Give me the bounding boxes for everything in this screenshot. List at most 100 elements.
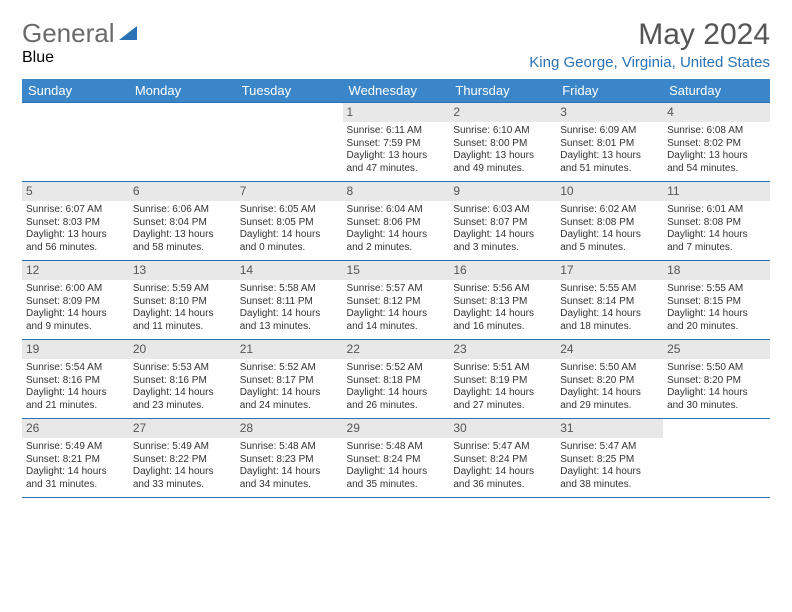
day-info-line: Sunset: 8:18 PM <box>347 375 446 388</box>
calendar-day-cell: 22Sunrise: 5:52 AMSunset: 8:18 PMDayligh… <box>343 340 450 419</box>
day-number: 6 <box>129 182 236 201</box>
day-info-line: Sunset: 8:23 PM <box>240 454 339 467</box>
day-info-line: and 14 minutes. <box>347 321 446 334</box>
day-info-line: and 31 minutes. <box>26 479 125 492</box>
day-info-line: Daylight: 14 hours <box>453 387 552 400</box>
calendar-week-row: 12Sunrise: 6:00 AMSunset: 8:09 PMDayligh… <box>22 261 770 340</box>
day-info-line: Sunset: 8:21 PM <box>26 454 125 467</box>
day-number: 25 <box>663 340 770 359</box>
day-info-line: Sunset: 8:14 PM <box>560 296 659 309</box>
day-info-line: Sunset: 8:07 PM <box>453 217 552 230</box>
weekday-header: Friday <box>556 79 663 103</box>
day-info-line: and 47 minutes. <box>347 163 446 176</box>
day-info-line: Sunrise: 6:04 AM <box>347 204 446 217</box>
location-subtitle: King George, Virginia, United States <box>529 54 770 71</box>
calendar-day-cell: . <box>129 103 236 182</box>
logo-triangle-icon <box>119 26 137 40</box>
day-info-line: Sunrise: 5:48 AM <box>347 441 446 454</box>
calendar-day-cell: 16Sunrise: 5:56 AMSunset: 8:13 PMDayligh… <box>449 261 556 340</box>
day-number: 17 <box>556 261 663 280</box>
day-info-line: Sunset: 8:22 PM <box>133 454 232 467</box>
calendar-week-row: 19Sunrise: 5:54 AMSunset: 8:16 PMDayligh… <box>22 340 770 419</box>
day-info-line: Daylight: 14 hours <box>347 229 446 242</box>
day-info-line: Sunrise: 5:55 AM <box>667 283 766 296</box>
day-number: 9 <box>449 182 556 201</box>
day-info-line: and 23 minutes. <box>133 400 232 413</box>
day-info-line: and 3 minutes. <box>453 242 552 255</box>
logo-text-1: General <box>22 18 115 49</box>
weekday-header: Tuesday <box>236 79 343 103</box>
calendar-day-cell: 29Sunrise: 5:48 AMSunset: 8:24 PMDayligh… <box>343 419 450 498</box>
day-info-line: Daylight: 14 hours <box>347 308 446 321</box>
calendar-day-cell: 28Sunrise: 5:48 AMSunset: 8:23 PMDayligh… <box>236 419 343 498</box>
day-info-line: Daylight: 13 hours <box>26 229 125 242</box>
calendar-header-row: SundayMondayTuesdayWednesdayThursdayFrid… <box>22 79 770 103</box>
calendar-day-cell: 7Sunrise: 6:05 AMSunset: 8:05 PMDaylight… <box>236 182 343 261</box>
day-info-line: Daylight: 14 hours <box>26 466 125 479</box>
day-info-line: Sunset: 8:24 PM <box>347 454 446 467</box>
day-info-line: Sunrise: 6:00 AM <box>26 283 125 296</box>
calendar-day-cell: 18Sunrise: 5:55 AMSunset: 8:15 PMDayligh… <box>663 261 770 340</box>
calendar-day-cell: 23Sunrise: 5:51 AMSunset: 8:19 PMDayligh… <box>449 340 556 419</box>
day-info-line: Sunrise: 5:49 AM <box>26 441 125 454</box>
day-info-line: Sunrise: 6:05 AM <box>240 204 339 217</box>
day-number: 12 <box>22 261 129 280</box>
calendar-day-cell: 9Sunrise: 6:03 AMSunset: 8:07 PMDaylight… <box>449 182 556 261</box>
day-info-line: Daylight: 14 hours <box>26 387 125 400</box>
calendar-day-cell: 31Sunrise: 5:47 AMSunset: 8:25 PMDayligh… <box>556 419 663 498</box>
day-info-line: and 56 minutes. <box>26 242 125 255</box>
day-number: 3 <box>556 103 663 122</box>
day-info-line: and 11 minutes. <box>133 321 232 334</box>
day-number: 27 <box>129 419 236 438</box>
day-number: 24 <box>556 340 663 359</box>
day-number: 15 <box>343 261 450 280</box>
day-number: 2 <box>449 103 556 122</box>
day-info-line: Sunrise: 5:53 AM <box>133 362 232 375</box>
day-info-line: Sunset: 8:06 PM <box>347 217 446 230</box>
day-info-line: Sunrise: 6:03 AM <box>453 204 552 217</box>
day-info-line: Sunrise: 5:58 AM <box>240 283 339 296</box>
day-info-line: Sunrise: 5:52 AM <box>240 362 339 375</box>
day-number: 30 <box>449 419 556 438</box>
day-info-line: and 26 minutes. <box>347 400 446 413</box>
day-info-line: Sunrise: 6:07 AM <box>26 204 125 217</box>
calendar-day-cell: 3Sunrise: 6:09 AMSunset: 8:01 PMDaylight… <box>556 103 663 182</box>
day-info-line: Sunrise: 6:08 AM <box>667 125 766 138</box>
day-info-line: Daylight: 14 hours <box>240 387 339 400</box>
weekday-header: Thursday <box>449 79 556 103</box>
day-info-line: Daylight: 14 hours <box>453 308 552 321</box>
day-info-line: Daylight: 13 hours <box>133 229 232 242</box>
day-number: 16 <box>449 261 556 280</box>
day-info-line: Sunrise: 5:59 AM <box>133 283 232 296</box>
day-number: 19 <box>22 340 129 359</box>
calendar-day-cell: 26Sunrise: 5:49 AMSunset: 8:21 PMDayligh… <box>22 419 129 498</box>
day-number: 18 <box>663 261 770 280</box>
calendar-day-cell: 27Sunrise: 5:49 AMSunset: 8:22 PMDayligh… <box>129 419 236 498</box>
weekday-header: Monday <box>129 79 236 103</box>
day-number: 31 <box>556 419 663 438</box>
weekday-header: Wednesday <box>343 79 450 103</box>
calendar-day-cell: 15Sunrise: 5:57 AMSunset: 8:12 PMDayligh… <box>343 261 450 340</box>
day-info-line: Daylight: 14 hours <box>26 308 125 321</box>
day-number: 20 <box>129 340 236 359</box>
calendar-day-cell: 5Sunrise: 6:07 AMSunset: 8:03 PMDaylight… <box>22 182 129 261</box>
calendar-day-cell: 2Sunrise: 6:10 AMSunset: 8:00 PMDaylight… <box>449 103 556 182</box>
day-info-line: Sunset: 8:16 PM <box>26 375 125 388</box>
calendar-day-cell: 20Sunrise: 5:53 AMSunset: 8:16 PMDayligh… <box>129 340 236 419</box>
calendar-day-cell: 14Sunrise: 5:58 AMSunset: 8:11 PMDayligh… <box>236 261 343 340</box>
calendar-week-row: 5Sunrise: 6:07 AMSunset: 8:03 PMDaylight… <box>22 182 770 261</box>
day-info-line: Daylight: 14 hours <box>133 387 232 400</box>
day-info-line: Sunset: 8:11 PM <box>240 296 339 309</box>
day-info-line: and 38 minutes. <box>560 479 659 492</box>
calendar-day-cell: 11Sunrise: 6:01 AMSunset: 8:08 PMDayligh… <box>663 182 770 261</box>
day-info-line: and 13 minutes. <box>240 321 339 334</box>
day-info-line: Daylight: 13 hours <box>453 150 552 163</box>
day-info-line: and 9 minutes. <box>26 321 125 334</box>
day-number: 21 <box>236 340 343 359</box>
day-info-line: Sunrise: 5:57 AM <box>347 283 446 296</box>
day-info-line: Sunset: 8:20 PM <box>667 375 766 388</box>
calendar-table: SundayMondayTuesdayWednesdayThursdayFrid… <box>22 79 770 498</box>
day-info-line: Sunrise: 5:48 AM <box>240 441 339 454</box>
day-number: 5 <box>22 182 129 201</box>
day-info-line: and 24 minutes. <box>240 400 339 413</box>
